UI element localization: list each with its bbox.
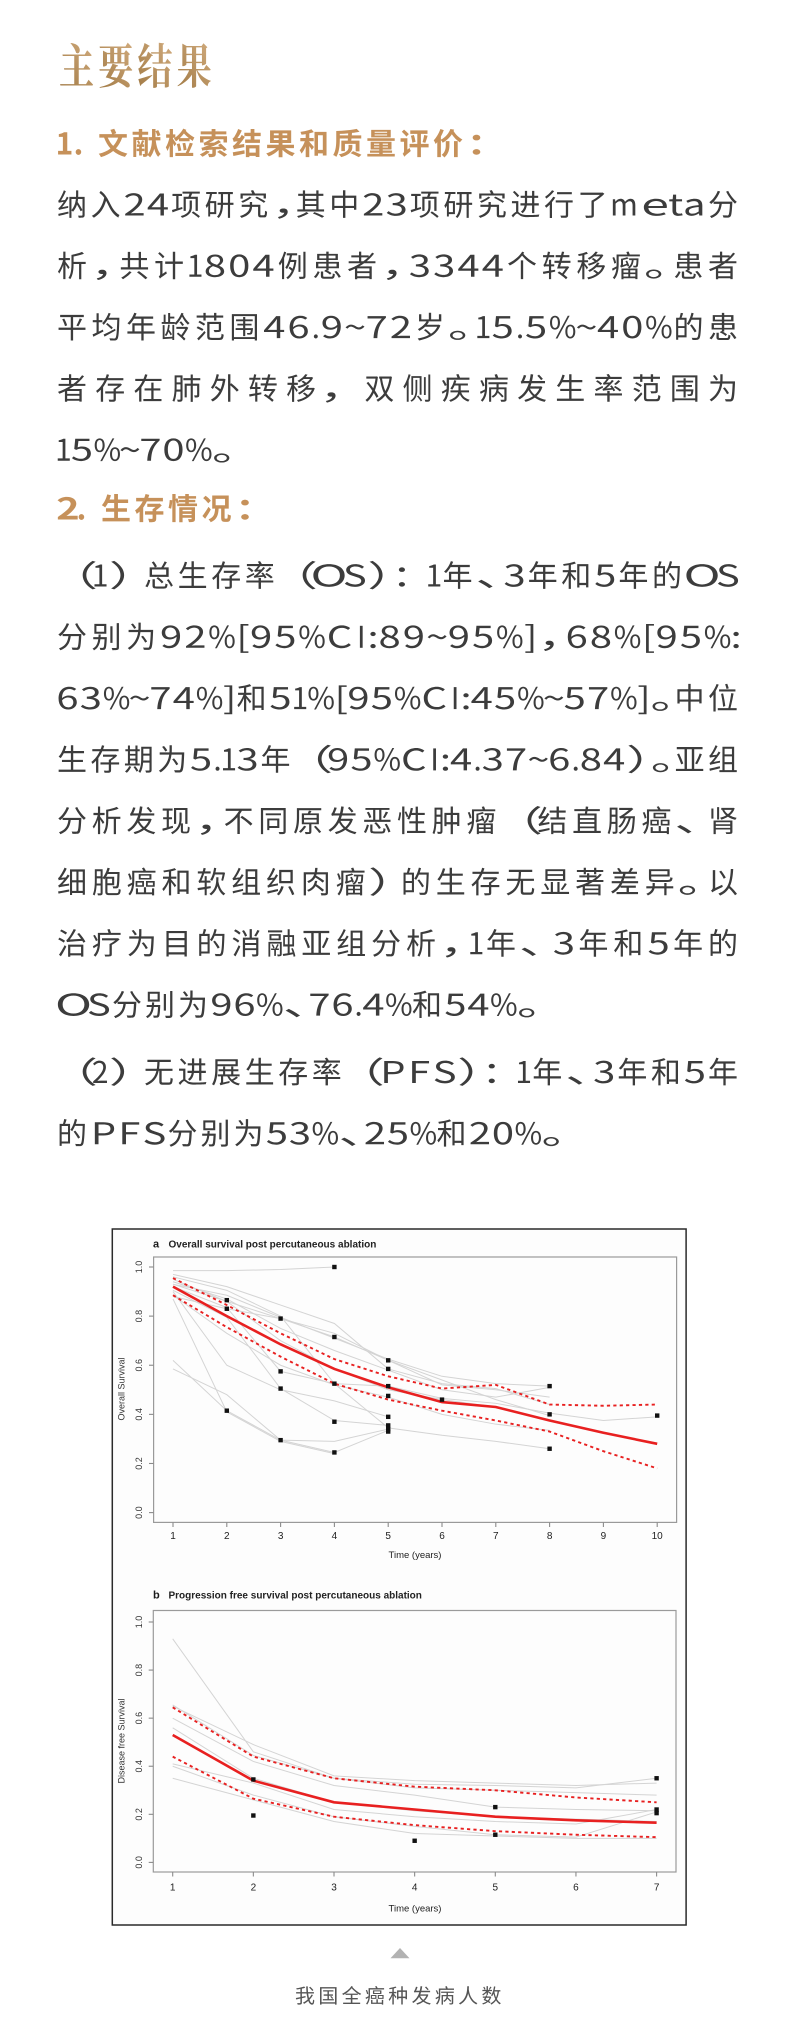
svg-text:5: 5 [385, 1531, 391, 1542]
svg-text:0.2: 0.2 [134, 1808, 144, 1821]
svg-text:Overall Survival: Overall Survival [117, 1357, 127, 1420]
svg-text:b: b [153, 1590, 160, 1602]
svg-text:3: 3 [331, 1883, 337, 1894]
svg-text:Disease free Survival: Disease free Survival [117, 1698, 127, 1783]
svg-text:0.2: 0.2 [134, 1457, 144, 1470]
svg-text:0.4: 0.4 [134, 1760, 144, 1773]
svg-text:4: 4 [412, 1883, 418, 1894]
svg-text:0.4: 0.4 [134, 1408, 144, 1421]
svg-text:2: 2 [251, 1883, 257, 1894]
svg-text:Progression free survival post: Progression free survival post percutane… [169, 1591, 422, 1602]
svg-text:1: 1 [170, 1883, 176, 1894]
svg-text:Time (years): Time (years) [389, 1904, 442, 1915]
svg-text:7: 7 [493, 1531, 499, 1542]
svg-text:3: 3 [278, 1531, 284, 1542]
svg-text:6: 6 [573, 1883, 579, 1894]
svg-text:0.8: 0.8 [134, 1310, 144, 1323]
svg-text:0.6: 0.6 [134, 1712, 144, 1725]
svg-text:0.0: 0.0 [134, 1856, 144, 1869]
svg-text:1.0: 1.0 [134, 1261, 144, 1274]
svg-text:4: 4 [332, 1531, 338, 1542]
svg-text:2: 2 [224, 1531, 230, 1542]
svg-text:5: 5 [493, 1883, 499, 1894]
svg-text:Time (years): Time (years) [389, 1550, 442, 1561]
svg-text:10: 10 [652, 1531, 664, 1542]
svg-text:0.0: 0.0 [134, 1506, 144, 1519]
svg-text:1: 1 [170, 1531, 176, 1542]
svg-text:6: 6 [439, 1531, 445, 1542]
svg-text:Overall survival post percutan: Overall survival post percutaneous ablat… [169, 1240, 377, 1251]
svg-text:8: 8 [547, 1531, 553, 1542]
svg-text:7: 7 [654, 1883, 660, 1894]
svg-text:a: a [153, 1239, 160, 1251]
svg-text:9: 9 [601, 1531, 607, 1542]
svg-text:1.0: 1.0 [134, 1616, 144, 1629]
svg-text:0.6: 0.6 [134, 1359, 144, 1372]
svg-text:0.8: 0.8 [134, 1664, 144, 1677]
